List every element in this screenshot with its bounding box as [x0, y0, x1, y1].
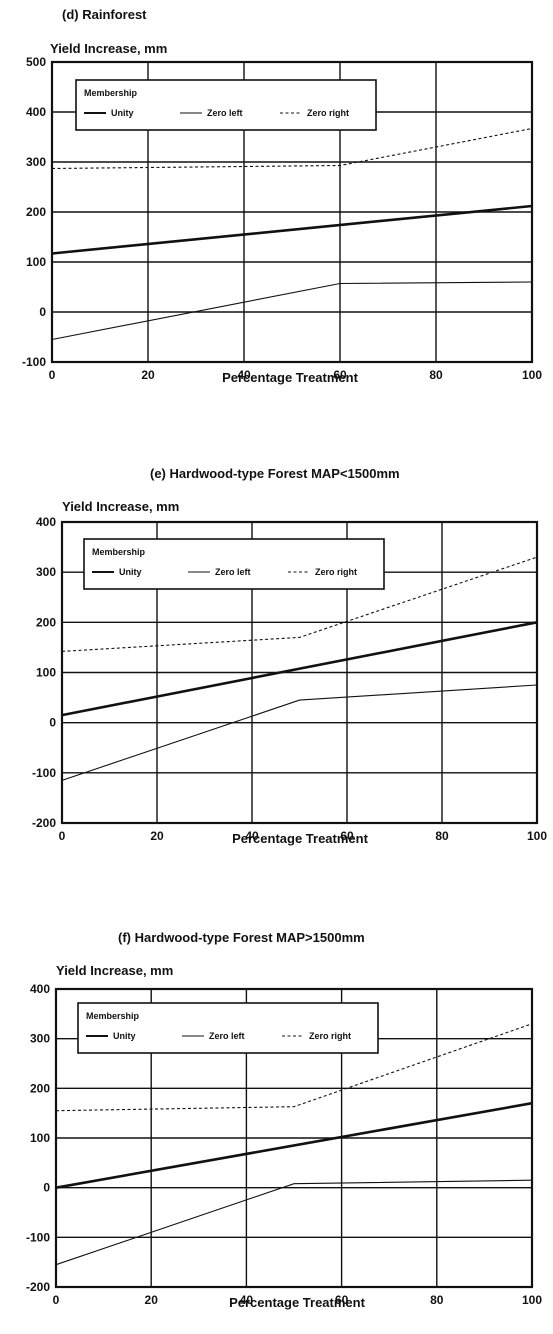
x-tick-label: 60: [335, 1293, 349, 1307]
y-tick-label: -200: [32, 816, 56, 830]
y-tick-label: 200: [26, 205, 46, 219]
y-tick-label: 300: [26, 155, 46, 169]
y-tick-label: 500: [26, 55, 46, 69]
y-tick-label: 300: [30, 1032, 50, 1046]
x-tick-label: 0: [53, 1293, 60, 1307]
x-tick-label: 0: [49, 368, 56, 382]
legend: Membership Unity Zero left Zero right: [83, 538, 385, 590]
legend-box: [83, 538, 385, 590]
x-tick-label: 100: [522, 368, 542, 382]
chart-panel-2: (f) Hardwood-type Forest MAP>1500mm Yield…: [26, 930, 542, 1310]
y-tick-label: 100: [26, 255, 46, 269]
x-tick-label: 80: [435, 829, 449, 843]
legend-box: [77, 1002, 379, 1054]
chart-title: (d) Rainforest: [62, 7, 147, 22]
y-tick-label: 100: [30, 1131, 50, 1145]
x-tick-label: 20: [145, 1293, 159, 1307]
x-tick-label: 40: [240, 1293, 254, 1307]
y-tick-label: -200: [26, 1280, 50, 1294]
legend-entry: Unity: [119, 567, 142, 577]
plot-frame: [54, 987, 534, 1289]
x-axis-label: Percentage Treatment: [229, 1295, 366, 1310]
x-tick-label: 20: [141, 368, 155, 382]
chart-panel-1: (e) Hardwood-type Forest MAP<1500mm Yield…: [32, 466, 547, 846]
x-tick-label: 20: [150, 829, 164, 843]
legend: Membership Unity Zero left Zero right: [75, 79, 377, 131]
y-tick-label: 200: [36, 615, 56, 629]
y-tick-label: 0: [39, 305, 46, 319]
y-tick-label: -100: [22, 355, 46, 369]
series-line-zero-left: [55, 1179, 533, 1266]
y-axis-label: Yield Increase, mm: [62, 499, 179, 514]
chart-title: (f) Hardwood-type Forest MAP>1500mm: [118, 930, 365, 945]
x-tick-label: 80: [429, 368, 443, 382]
y-tick-label: 400: [30, 982, 50, 996]
x-axis-label: Percentage Treatment: [232, 831, 369, 846]
series-line-unity: [61, 621, 538, 717]
chart-title: (e) Hardwood-type Forest MAP<1500mm: [150, 466, 400, 481]
x-tick-label: 60: [340, 829, 354, 843]
series-line-unity: [55, 1101, 533, 1189]
legend-entry: Zero right: [315, 567, 357, 577]
x-tick-label: 80: [430, 1293, 444, 1307]
series-line-unity: [51, 204, 533, 255]
legend-entry: Unity: [113, 1031, 136, 1041]
y-tick-label: 300: [36, 565, 56, 579]
legend-title: Membership: [84, 88, 138, 98]
x-tick-label: 100: [522, 1293, 542, 1307]
legend-entry: Unity: [111, 108, 134, 118]
legend-box: [75, 79, 377, 131]
series-line-zero-right: [55, 1023, 533, 1112]
y-tick-label: 0: [49, 716, 56, 730]
x-tick-label: 40: [237, 368, 251, 382]
plot-frame: [60, 520, 539, 825]
x-tick-label: 60: [333, 368, 347, 382]
x-tick-label: 0: [59, 829, 66, 843]
series-line-zero-left: [51, 281, 533, 341]
y-tick-label: 100: [36, 666, 56, 680]
legend-title: Membership: [92, 547, 146, 557]
y-tick-label: 200: [30, 1081, 50, 1095]
legend-entry: Zero right: [309, 1031, 351, 1041]
legend: Membership Unity Zero left Zero right: [77, 1002, 379, 1054]
y-tick-label: -100: [32, 766, 56, 780]
legend-entry: Zero left: [215, 567, 251, 577]
legend-entry: Zero left: [207, 108, 243, 118]
legend-title: Membership: [86, 1011, 140, 1021]
x-axis-label: Percentage Treatment: [222, 370, 359, 385]
series-line-zero-right: [61, 556, 538, 652]
series-line-zero-right: [51, 127, 533, 170]
y-axis-label: Yield Increase, mm: [50, 41, 167, 56]
x-tick-label: 40: [245, 829, 259, 843]
legend-entry: Zero right: [307, 108, 349, 118]
legend-entry: Zero left: [209, 1031, 245, 1041]
y-tick-label: -100: [26, 1230, 50, 1244]
series-line-zero-left: [61, 684, 538, 781]
x-tick-label: 100: [527, 829, 547, 843]
y-axis-label: Yield Increase, mm: [56, 963, 173, 978]
y-tick-label: 0: [43, 1181, 50, 1195]
y-tick-label: 400: [36, 515, 56, 529]
plot-frame: [50, 60, 534, 364]
y-tick-label: 400: [26, 105, 46, 119]
